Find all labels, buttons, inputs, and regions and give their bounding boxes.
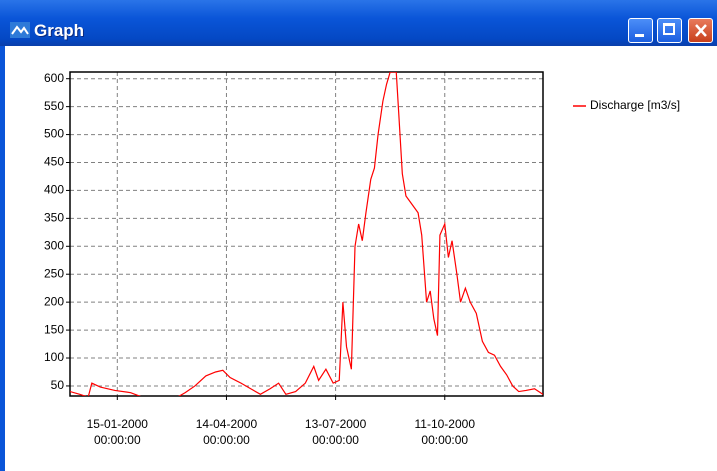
- data-line: [70, 72, 543, 396]
- x-tick-label: 15-01-2000 00:00:00: [86, 417, 148, 447]
- plot-frame: [69, 71, 544, 397]
- y-tick-label: 550: [44, 99, 64, 113]
- maximize-button[interactable]: [657, 18, 682, 43]
- window-border: [0, 46, 5, 471]
- window-icon: [10, 22, 30, 38]
- y-tick-label: 100: [44, 350, 64, 364]
- legend-label: Discharge [m3/s]: [590, 98, 680, 112]
- y-tick-label: 600: [44, 71, 64, 85]
- y-tick-label: 250: [44, 266, 64, 280]
- close-button[interactable]: [688, 18, 713, 43]
- y-tick-label: 450: [44, 155, 64, 169]
- minimize-button[interactable]: [628, 18, 653, 43]
- y-tick-label: 500: [44, 127, 64, 141]
- x-tick-label: 14-04-2000 00:00:00: [195, 417, 258, 447]
- y-tick-label: 200: [44, 294, 64, 308]
- x-tick-label: 11-10-2000 00:00:00: [414, 417, 476, 447]
- y-tick-label: 300: [44, 238, 64, 252]
- y-tick-label: 400: [44, 183, 64, 197]
- y-tick-label: 150: [44, 322, 64, 336]
- y-tick-label: 50: [51, 378, 65, 392]
- title-bar: Graph: [0, 0, 717, 46]
- window-title: Graph: [34, 21, 85, 40]
- y-tick-label: 350: [44, 211, 64, 225]
- x-tick-label: 13-07-2000 00:00:00: [304, 417, 367, 447]
